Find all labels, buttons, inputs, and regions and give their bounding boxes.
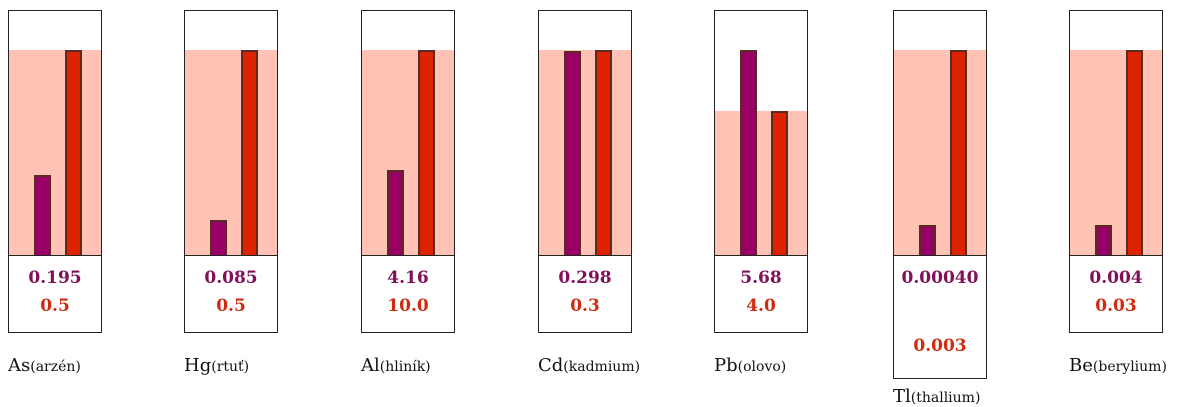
limit-value: 0.03 (1095, 296, 1137, 316)
chart-panel-tl: 0.00040 0.003 (893, 10, 987, 390)
bar-limit-cd (595, 50, 612, 255)
bar-limit-as (65, 50, 82, 255)
bar-limit-tl (950, 50, 967, 255)
bar-measured-cd (564, 51, 581, 255)
bar-measured-hg (210, 220, 227, 255)
value-box: 0.195 0.5 (8, 255, 102, 333)
chart-panel-as: 0.195 0.5 (8, 10, 102, 390)
chart-box (361, 10, 455, 256)
element-name: (olovo) (737, 359, 787, 375)
chart-box (538, 10, 632, 256)
limit-value: 0.5 (216, 296, 246, 316)
measured-value: 5.68 (740, 268, 782, 288)
value-box: 0.00040 0.003 (893, 255, 987, 379)
chart-box (184, 10, 278, 256)
limit-band (894, 50, 986, 255)
limit-value: 0.3 (570, 296, 600, 316)
limit-value: 0.003 (913, 336, 967, 356)
value-box: 0.085 0.5 (184, 255, 278, 333)
chart-panel-al: 4.16 10.0 (361, 10, 455, 390)
element-label: Be(berylium) (1069, 355, 1167, 376)
element-label: As(arzén) (8, 355, 81, 376)
bar-measured-pb (740, 50, 757, 255)
measured-value: 0.195 (28, 268, 82, 288)
element-symbol: As (8, 355, 31, 376)
element-name: (thallium) (910, 390, 981, 406)
value-box: 0.298 0.3 (538, 255, 632, 333)
limit-value: 0.5 (40, 296, 70, 316)
limit-band (539, 50, 631, 255)
limit-band (715, 111, 807, 255)
bar-limit-be (1126, 50, 1143, 255)
value-box: 0.004 0.03 (1069, 255, 1163, 333)
chart-box (893, 10, 987, 256)
chart-box (8, 10, 102, 256)
bar-measured-be (1095, 225, 1112, 255)
element-symbol: Al (361, 355, 380, 376)
measured-value: 4.16 (387, 268, 429, 288)
element-label: Cd(kadmium) (538, 355, 640, 376)
element-symbol: Be (1069, 355, 1093, 376)
limit-value: 10.0 (387, 296, 429, 316)
limit-value: 4.0 (746, 296, 776, 316)
chart-box (1069, 10, 1163, 256)
element-symbol: Cd (538, 355, 564, 376)
measured-value: 0.004 (1089, 268, 1143, 288)
chart-panel-hg: 0.085 0.5 (184, 10, 278, 390)
chart-panel-pb: 5.68 4.0 (714, 10, 808, 390)
chart-box (714, 10, 808, 256)
element-name: (arzén) (30, 359, 81, 375)
value-box: 4.16 10.0 (361, 255, 455, 333)
chart-panel-cd: 0.298 0.3 (538, 10, 632, 390)
measured-value: 0.00040 (901, 268, 979, 288)
measured-value: 0.298 (558, 268, 612, 288)
element-label: Tl(thallium) (893, 386, 980, 407)
element-name: (rtuť) (211, 359, 250, 375)
element-symbol: Pb (714, 355, 738, 376)
bar-measured-as (34, 175, 51, 255)
element-name: (berylium) (1092, 359, 1167, 375)
limit-band (1070, 50, 1162, 255)
element-symbol: Tl (893, 386, 911, 407)
limit-band (362, 50, 454, 255)
bar-measured-tl (919, 225, 936, 255)
chart-panel-be: 0.004 0.03 (1069, 10, 1163, 390)
element-label: Hg(rtuť) (184, 355, 249, 376)
element-name: (kadmium) (563, 359, 641, 375)
bar-limit-hg (241, 50, 258, 255)
limit-band (185, 50, 277, 255)
element-label: Al(hliník) (361, 355, 431, 376)
element-name: (hliník) (379, 359, 431, 375)
bar-limit-al (418, 50, 435, 255)
bar-measured-al (387, 170, 404, 255)
element-symbol: Hg (184, 355, 212, 376)
measured-value: 0.085 (204, 268, 258, 288)
limit-band (9, 50, 101, 255)
element-label: Pb(olovo) (714, 355, 786, 376)
value-box: 5.68 4.0 (714, 255, 808, 333)
bar-limit-pb (771, 111, 788, 255)
